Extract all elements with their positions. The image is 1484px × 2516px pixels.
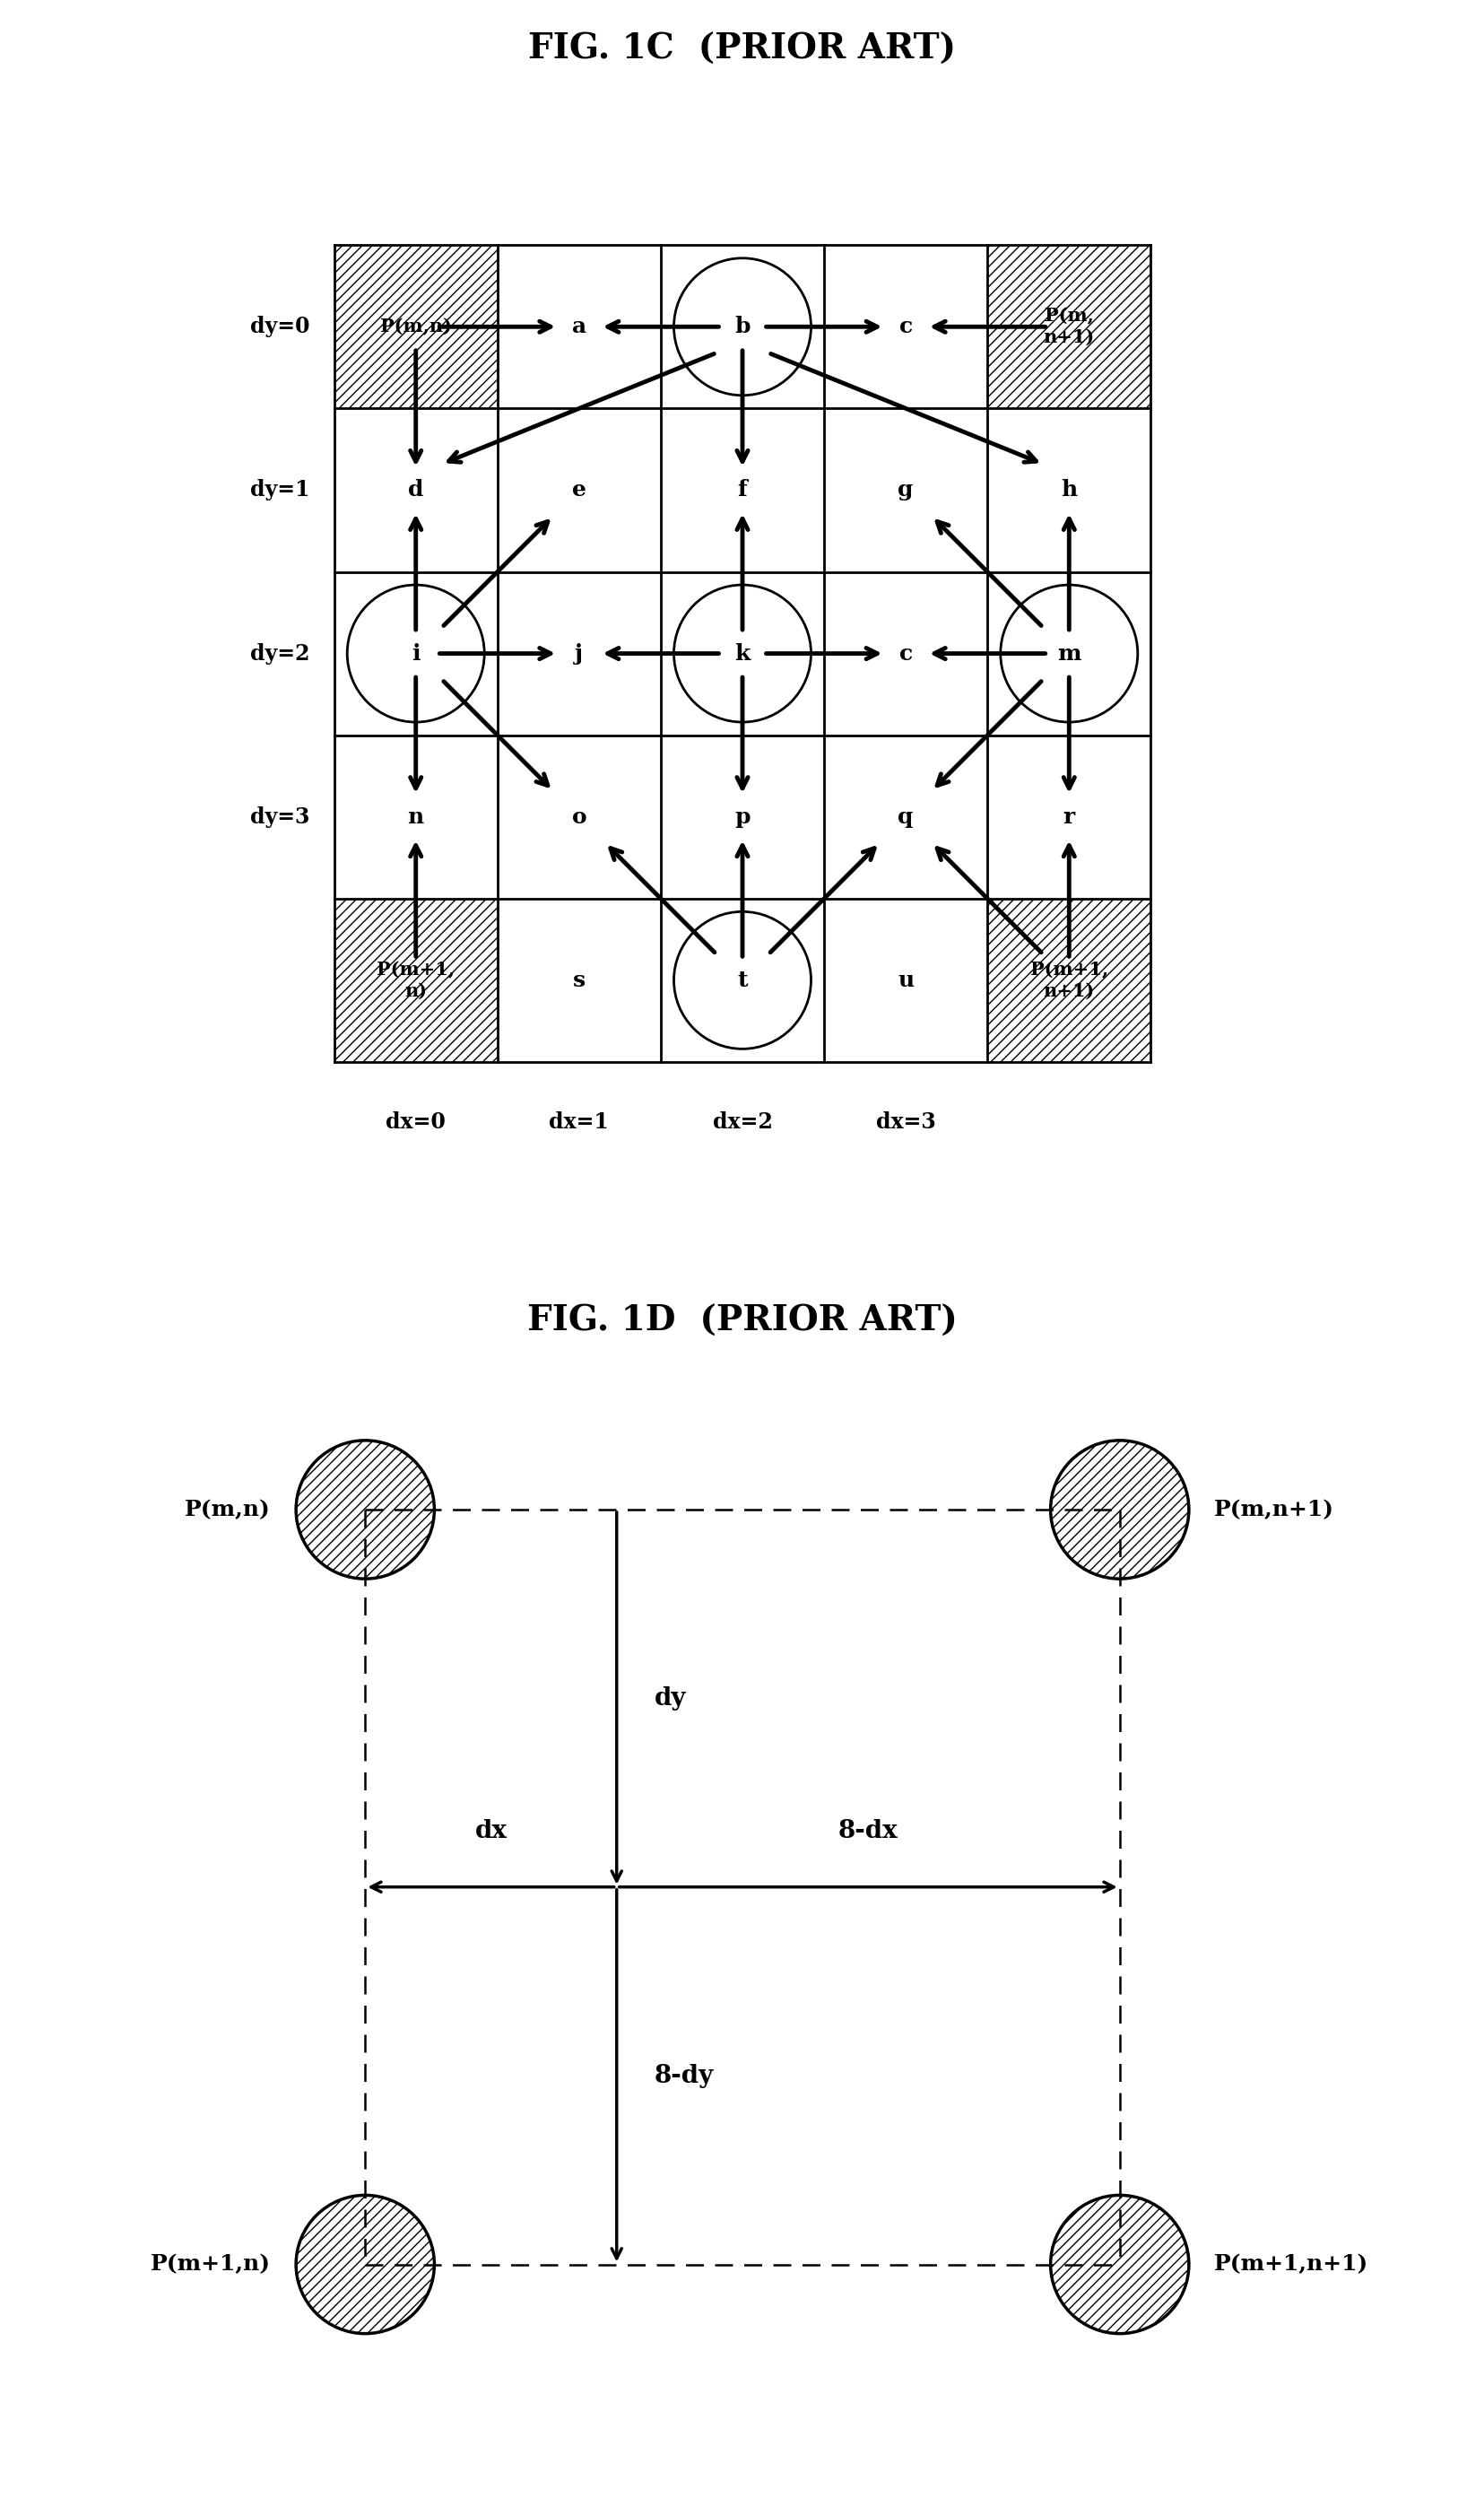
Bar xyxy=(334,898,497,1062)
Text: s: s xyxy=(573,969,585,991)
Text: dy=1: dy=1 xyxy=(249,481,310,501)
Text: P(m+1,
n+1): P(m+1, n+1) xyxy=(1030,961,1107,999)
Text: h: h xyxy=(1060,481,1076,501)
Text: dy: dy xyxy=(654,1686,686,1711)
Text: g: g xyxy=(898,481,913,501)
Bar xyxy=(987,898,1150,1062)
Text: u: u xyxy=(898,969,913,991)
Bar xyxy=(987,244,1150,408)
Text: a: a xyxy=(571,317,586,337)
Text: p: p xyxy=(735,805,749,828)
Text: f: f xyxy=(738,481,746,501)
Text: d: d xyxy=(408,481,423,501)
Text: P(m+1,
n): P(m+1, n) xyxy=(377,961,454,999)
Text: k: k xyxy=(735,642,749,664)
Text: P(m+1,n): P(m+1,n) xyxy=(150,2254,270,2274)
Text: t: t xyxy=(738,969,746,991)
Text: dy=3: dy=3 xyxy=(249,805,310,828)
Text: P(m,n+1): P(m,n+1) xyxy=(1214,1500,1334,1520)
Text: n: n xyxy=(408,805,424,828)
Text: FIG. 1C  (PRIOR ART): FIG. 1C (PRIOR ART) xyxy=(528,33,956,65)
Bar xyxy=(334,244,497,408)
Text: FIG. 1D  (PRIOR ART): FIG. 1D (PRIOR ART) xyxy=(527,1303,957,1339)
Text: i: i xyxy=(411,642,420,664)
Text: P(m,n): P(m,n) xyxy=(380,317,451,335)
Text: c: c xyxy=(898,317,913,337)
Text: q: q xyxy=(898,805,913,828)
Text: m: m xyxy=(1057,642,1080,664)
Text: dx: dx xyxy=(475,1819,506,1842)
Text: dy=0: dy=0 xyxy=(249,317,310,337)
Text: o: o xyxy=(571,805,586,828)
Text: c: c xyxy=(898,642,913,664)
Text: P(m+1,n+1): P(m+1,n+1) xyxy=(1214,2254,1368,2274)
Text: b: b xyxy=(735,317,749,337)
Text: e: e xyxy=(571,481,586,501)
Text: dy=2: dy=2 xyxy=(249,642,310,664)
Text: j: j xyxy=(574,642,583,664)
Text: 8-dx: 8-dx xyxy=(838,1819,898,1842)
Text: P(m,n): P(m,n) xyxy=(186,1500,270,1520)
Text: dx=1: dx=1 xyxy=(549,1112,608,1132)
Text: P(m,
n+1): P(m, n+1) xyxy=(1043,307,1094,347)
Text: dx=2: dx=2 xyxy=(712,1112,772,1132)
Text: dx=3: dx=3 xyxy=(876,1112,935,1132)
Text: 8-dy: 8-dy xyxy=(654,2063,714,2088)
Text: dx=0: dx=0 xyxy=(386,1112,445,1132)
Text: r: r xyxy=(1063,805,1074,828)
